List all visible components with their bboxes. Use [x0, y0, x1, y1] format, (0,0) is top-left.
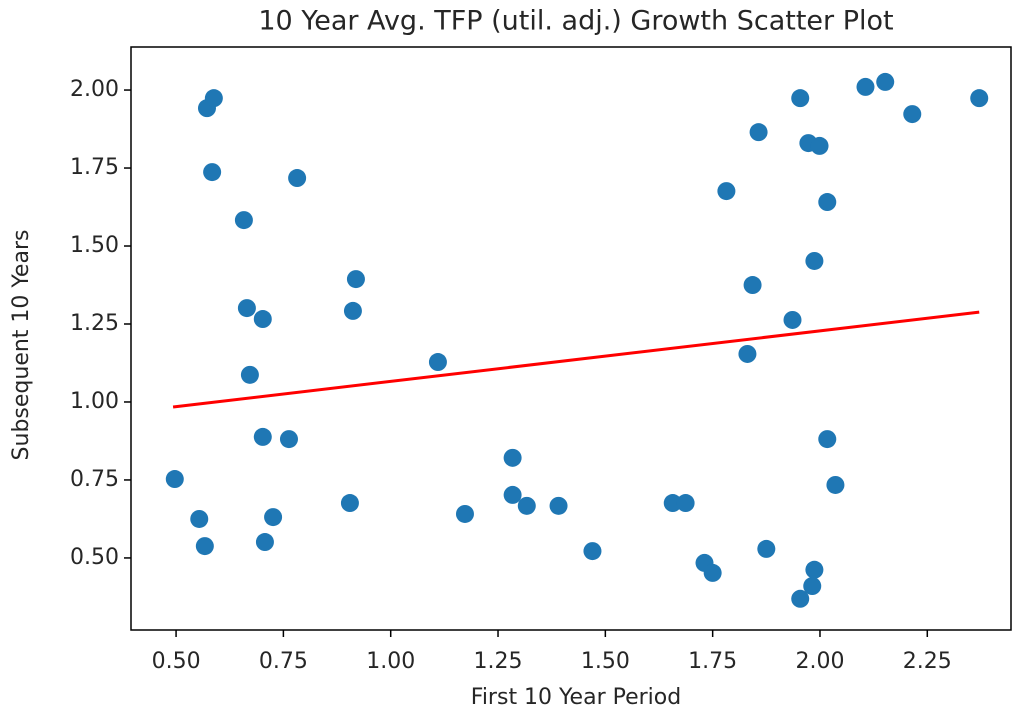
scatter-point: [783, 310, 802, 329]
y-tick-label: 0.75: [70, 467, 119, 492]
scatter-point: [190, 509, 209, 528]
x-tick-label: 1.50: [581, 649, 630, 674]
scatter-point: [234, 211, 253, 230]
trend-line: [172, 310, 980, 409]
scatter-point: [165, 470, 184, 489]
x-tick-label: 1.00: [366, 649, 415, 674]
scatter-point: [503, 448, 522, 467]
scatter-point: [288, 169, 307, 188]
scatter-point: [204, 89, 223, 108]
scatter-point: [237, 299, 256, 318]
scatter-point: [343, 301, 362, 320]
y-tick-label: 0.50: [70, 545, 119, 570]
axes-frame: [130, 46, 1012, 631]
scatter-point: [717, 182, 736, 201]
scatter-point: [503, 485, 522, 504]
x-tick-label: 1.75: [688, 649, 737, 674]
scatter-point: [583, 542, 602, 561]
scatter-point: [856, 77, 875, 96]
scatter-point: [240, 365, 259, 384]
scatter-point: [203, 163, 222, 182]
scatter-point: [743, 276, 762, 295]
scatter-point: [803, 577, 822, 596]
scatter-point: [749, 123, 768, 142]
y-tick-label: 1.75: [70, 155, 119, 180]
scatter-point: [738, 344, 757, 363]
y-tick-label: 1.00: [70, 389, 119, 414]
scatter-point: [253, 310, 272, 329]
scatter-point: [810, 136, 829, 155]
chart-title: 10 Year Avg. TFP (util. adj.) Growth Sca…: [258, 6, 893, 37]
scatter-point: [818, 193, 837, 212]
scatter-point: [340, 494, 359, 513]
scatter-point: [676, 494, 695, 513]
x-tick-label: 0.50: [152, 649, 201, 674]
scatter-point: [517, 496, 536, 515]
scatter-point: [279, 430, 298, 449]
scatter-point: [663, 494, 682, 513]
x-tick-label: 0.75: [259, 649, 308, 674]
scatter-point: [791, 89, 810, 108]
scatter-point: [818, 430, 837, 449]
scatter-point: [791, 589, 810, 608]
scatter-point: [805, 251, 824, 270]
scatter-point: [428, 353, 447, 372]
scatter-point: [876, 72, 895, 91]
y-axis-label: Subsequent 10 Years: [9, 230, 34, 461]
scatter-point: [549, 496, 568, 515]
scatter-point: [346, 270, 365, 289]
y-tick-label: 1.50: [70, 233, 119, 258]
scatter-point: [455, 504, 474, 523]
scatter-point: [195, 537, 214, 556]
scatter-point: [805, 560, 824, 579]
x-tick-label: 2.25: [903, 649, 952, 674]
scatter-point: [970, 89, 989, 108]
x-axis-label: First 10 Year Period: [471, 685, 681, 710]
scatter-point: [826, 475, 845, 494]
scatter-point: [255, 533, 274, 552]
scatter-point: [903, 105, 922, 124]
x-tick-label: 1.25: [474, 649, 523, 674]
scatter-point: [264, 508, 283, 527]
scatter-point: [703, 563, 722, 582]
y-tick-label: 1.25: [70, 311, 119, 336]
scatter-point: [757, 539, 776, 558]
plot-area: [165, 72, 989, 608]
y-tick-label: 2.00: [70, 77, 119, 102]
x-tick-label: 2.00: [795, 649, 844, 674]
scatter-point: [253, 427, 272, 446]
